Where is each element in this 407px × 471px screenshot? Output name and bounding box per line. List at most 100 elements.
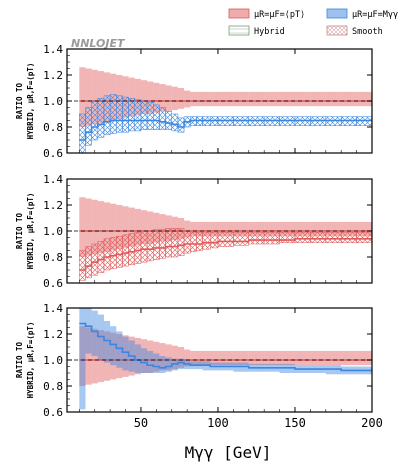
band-bin bbox=[116, 205, 123, 250]
legend: μR=μF=⟨pT⟩ μR=μF=Mγγ Hybrid Smooth bbox=[228, 8, 398, 37]
band-bin bbox=[184, 349, 191, 367]
band-bin bbox=[140, 210, 148, 244]
band-bin bbox=[165, 344, 172, 371]
series-central-line-2 bbox=[79, 238, 372, 271]
band-bin bbox=[147, 81, 154, 114]
band-bin bbox=[165, 357, 172, 372]
band-bin bbox=[153, 353, 160, 373]
y-tick-label: 1.2 bbox=[43, 69, 63, 82]
band-bin bbox=[210, 350, 218, 366]
band-bin bbox=[217, 91, 234, 107]
band-bin bbox=[116, 331, 123, 368]
band-bin bbox=[183, 230, 191, 254]
y-axis-label-line-2: HYBRID, μR,F=⟨pT⟩ bbox=[26, 322, 35, 399]
x-tick-label: 100 bbox=[207, 416, 229, 430]
y-axis-label-line-1: RATIO TO bbox=[15, 341, 24, 378]
legend-label-smooth: Smooth bbox=[352, 27, 383, 37]
panel-1: 0.6 0.8 1.0 1.2 1.4 RATIO TO HYBRID, μR,F=⟨pT⟩ bbox=[15, 43, 373, 160]
band-bin bbox=[134, 232, 142, 264]
band-bin bbox=[134, 208, 141, 246]
x-axis-label: Mγγ [GeV] bbox=[185, 443, 272, 462]
band-bin bbox=[356, 91, 372, 107]
legend-swatch-ptt bbox=[228, 8, 250, 19]
band-bin bbox=[85, 308, 92, 354]
y-tick-label: 0.8 bbox=[43, 251, 63, 264]
band-bin bbox=[356, 350, 372, 366]
band-bin bbox=[79, 326, 86, 386]
panel-3: 0.6 0.8 1.0 1.2 1.4 50 100 150 200 RATIO TO HYBRID… bbox=[15, 302, 383, 430]
band-bin bbox=[147, 211, 154, 244]
band-bin bbox=[263, 232, 280, 245]
band-bin bbox=[110, 332, 117, 380]
band-bin bbox=[177, 347, 185, 368]
band-bin bbox=[79, 308, 86, 410]
x-tick-label: 50 bbox=[134, 416, 148, 430]
band-bin bbox=[91, 243, 99, 276]
band-bin bbox=[103, 238, 111, 271]
band-bin bbox=[103, 202, 111, 252]
band-bin bbox=[325, 232, 342, 243]
legend-swatch-hybrid bbox=[228, 25, 250, 36]
band-bin bbox=[248, 91, 265, 107]
band-bin bbox=[122, 206, 129, 248]
band-bin bbox=[153, 104, 160, 130]
band-bin bbox=[210, 221, 218, 237]
band-bin bbox=[196, 91, 203, 107]
band-bin bbox=[128, 207, 135, 247]
band-bin bbox=[294, 232, 311, 243]
band-bin bbox=[340, 232, 357, 243]
band-bin bbox=[189, 232, 197, 253]
band-bin bbox=[210, 91, 218, 107]
band-bin bbox=[147, 340, 154, 373]
band-bin bbox=[159, 214, 166, 242]
band-bin bbox=[110, 326, 117, 366]
band-bin bbox=[146, 230, 154, 262]
band-bin bbox=[134, 344, 141, 373]
y-axis-label-line-2: HYBRID, μR,F=⟨pT⟩ bbox=[26, 63, 35, 140]
band-bin bbox=[85, 107, 92, 146]
band-bin bbox=[109, 94, 117, 134]
band-bin bbox=[85, 198, 92, 256]
y-tick-label: 1.0 bbox=[43, 95, 63, 108]
band-bin bbox=[97, 71, 104, 124]
band-bin bbox=[190, 91, 197, 107]
band-bin bbox=[279, 91, 295, 107]
band-bin bbox=[110, 203, 117, 251]
band-bin bbox=[190, 350, 197, 366]
band-bin bbox=[196, 221, 203, 237]
band-bin bbox=[79, 113, 86, 154]
band-bin bbox=[159, 229, 166, 259]
band-bin bbox=[177, 228, 185, 256]
band-bin bbox=[116, 334, 123, 379]
band-bin bbox=[159, 107, 166, 130]
band-bin bbox=[91, 69, 98, 125]
band-bin bbox=[294, 91, 311, 107]
band-bin bbox=[171, 345, 178, 370]
y-axis-label-line-1: RATIO TO bbox=[15, 212, 24, 249]
band-bin bbox=[103, 331, 111, 381]
band-bin bbox=[153, 82, 160, 113]
band-bin bbox=[202, 350, 211, 366]
band-bin bbox=[153, 341, 160, 372]
x-tick-label: 150 bbox=[284, 416, 306, 430]
band-bin bbox=[91, 199, 98, 255]
band-bin bbox=[146, 102, 154, 130]
band-bin bbox=[202, 232, 211, 250]
band-bin bbox=[165, 111, 172, 130]
y-tick-label: 0.6 bbox=[43, 147, 63, 160]
band-bin bbox=[233, 350, 249, 366]
band-bin bbox=[91, 310, 98, 357]
band-bin bbox=[210, 232, 219, 249]
band-bin bbox=[171, 86, 178, 111]
band-bin bbox=[122, 96, 129, 133]
band-bin bbox=[177, 117, 185, 133]
series-central-line-2 bbox=[79, 119, 372, 141]
band-bin bbox=[310, 350, 326, 366]
band-bin bbox=[153, 212, 160, 243]
y-tick-label: 0.8 bbox=[43, 380, 63, 393]
band-bin bbox=[140, 348, 148, 373]
y-tick-label: 0.8 bbox=[43, 121, 63, 134]
y-tick-label: 1.2 bbox=[43, 328, 63, 341]
band-bin bbox=[79, 67, 86, 127]
